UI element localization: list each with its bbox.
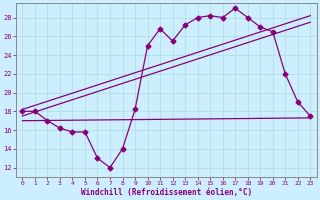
X-axis label: Windchill (Refroidissement éolien,°C): Windchill (Refroidissement éolien,°C) (81, 188, 252, 197)
